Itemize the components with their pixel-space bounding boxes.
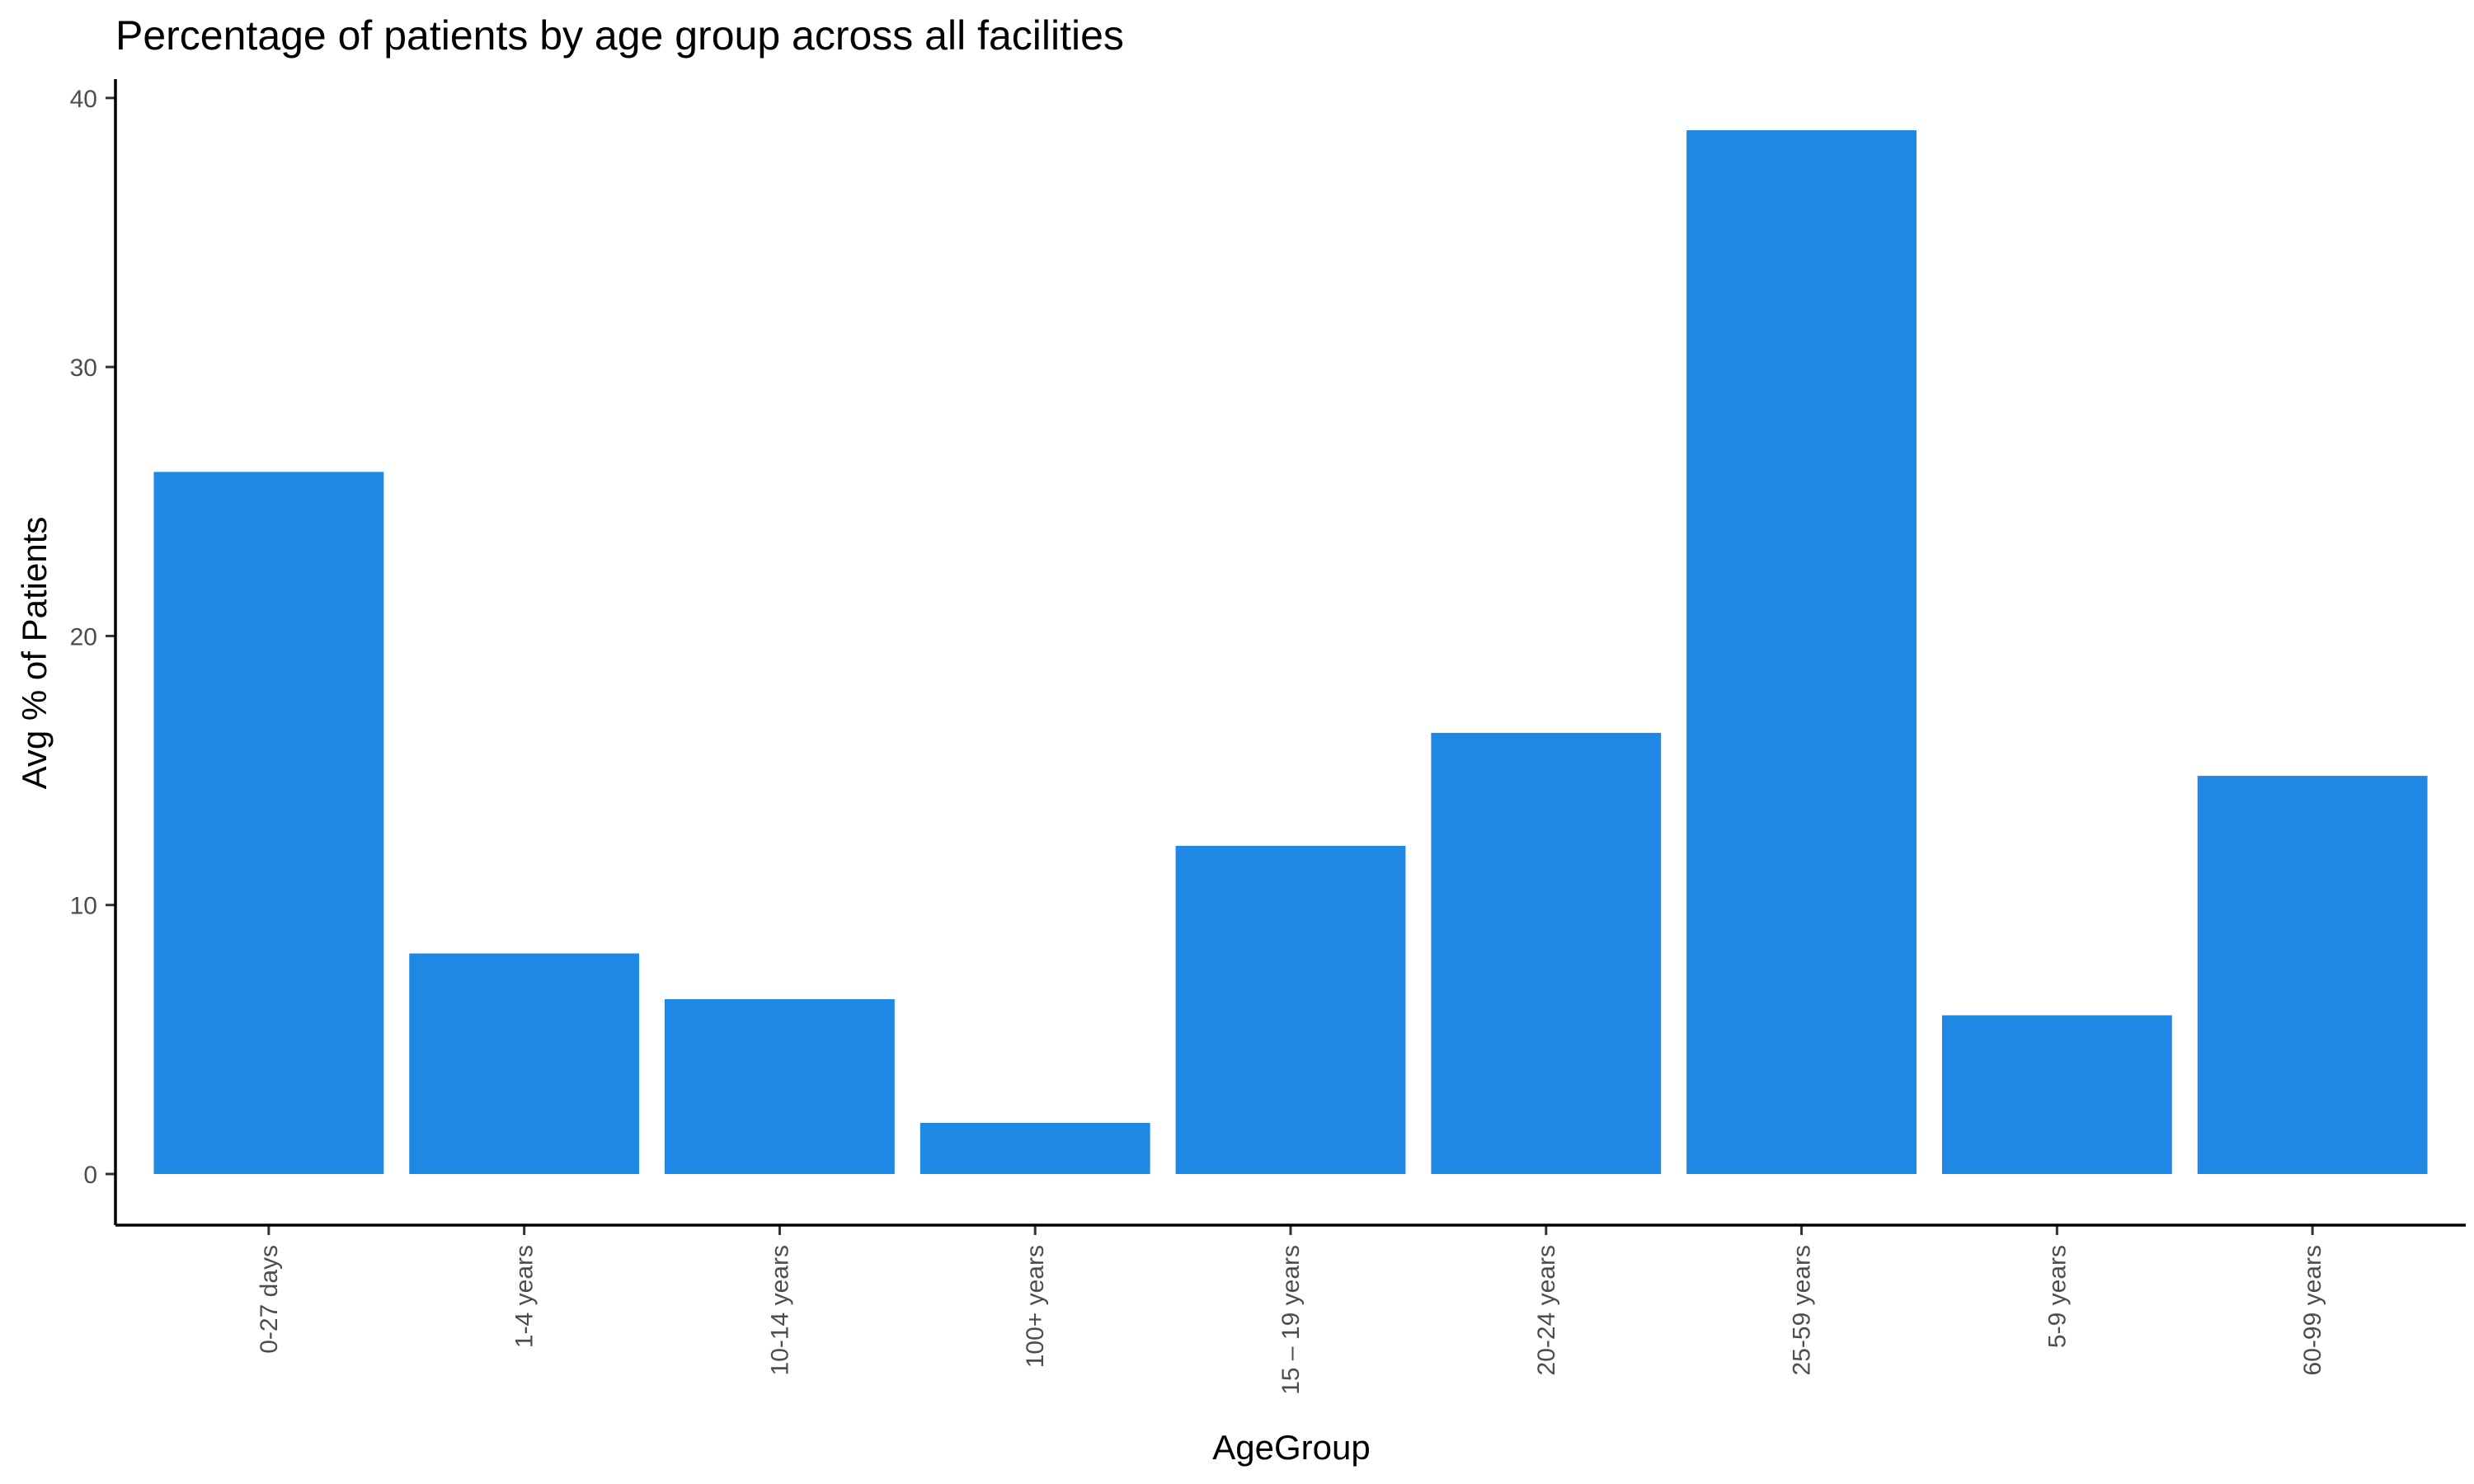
chart-title: Percentage of patients by age group acro… bbox=[115, 12, 1124, 59]
x-axis-ticks: 0-27 days 1-4 years 10-14 years 100+ years 1… bbox=[256, 1225, 2326, 1395]
x-tick-label: 60-99 years bbox=[2299, 1245, 2326, 1375]
y-axis-ticks: 0 10 20 30 40 bbox=[70, 86, 115, 1189]
y-tick-label: 40 bbox=[70, 86, 97, 113]
x-tick-label: 100+ years bbox=[1022, 1245, 1049, 1368]
bar-9 bbox=[2197, 776, 2428, 1174]
x-tick-label: 15 – 19 years bbox=[1277, 1245, 1305, 1395]
y-tick-label: 0 bbox=[83, 1162, 97, 1189]
bar-7 bbox=[1686, 130, 1917, 1175]
bar-5 bbox=[1175, 845, 1406, 1175]
x-tick-label: 10-14 years bbox=[766, 1245, 793, 1375]
y-tick-label: 10 bbox=[70, 893, 97, 920]
x-tick-label: 1-4 years bbox=[511, 1245, 539, 1348]
bar-1 bbox=[153, 472, 384, 1174]
bar-4 bbox=[920, 1123, 1150, 1175]
x-tick-label: 25-59 years bbox=[1789, 1245, 1816, 1375]
x-tick-label: 0-27 days bbox=[256, 1245, 283, 1354]
bar-2 bbox=[409, 953, 640, 1175]
x-axis-title: AgeGroup bbox=[1212, 1428, 1370, 1467]
y-tick-label: 30 bbox=[70, 355, 97, 382]
bar-6 bbox=[1431, 732, 1662, 1175]
x-tick-label: 20-24 years bbox=[1533, 1245, 1560, 1375]
bar-3 bbox=[665, 998, 895, 1175]
bar-8 bbox=[1941, 1015, 2172, 1174]
y-tick-label: 20 bbox=[70, 623, 97, 650]
bars-layer bbox=[153, 130, 2428, 1175]
x-tick-label: 5-9 years bbox=[2044, 1245, 2071, 1348]
y-axis-title: Avg % of Patients bbox=[15, 517, 54, 790]
